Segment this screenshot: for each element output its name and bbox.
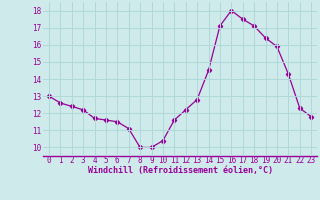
X-axis label: Windchill (Refroidissement éolien,°C): Windchill (Refroidissement éolien,°C)	[87, 166, 273, 175]
